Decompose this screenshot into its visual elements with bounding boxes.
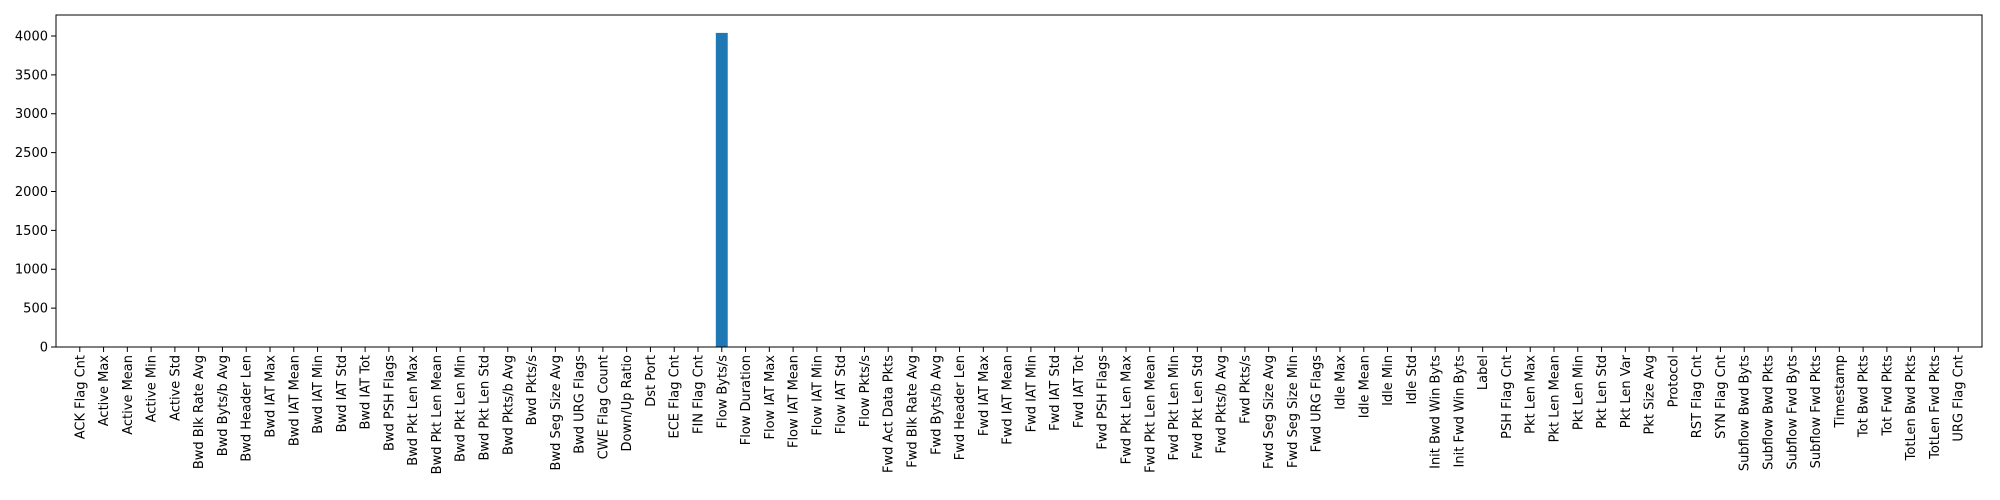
- x-tick-label: Idle Max: [1334, 355, 1349, 410]
- x-tick-label: Pkt Len Var: [1619, 354, 1634, 428]
- x-tick-label: Bwd Byts/b Avg: [216, 355, 231, 456]
- x-tick-label: ECE Flag Cnt: [668, 355, 683, 439]
- x-tick-label: Bwd Blk Rate Avg: [192, 355, 207, 469]
- x-tick-label: Fwd Seg Size Avg: [1262, 355, 1277, 469]
- x-tick-label: Bwd URG Flags: [573, 355, 588, 454]
- x-tick-label: Init Fwd Win Byts: [1452, 355, 1467, 468]
- x-tick-label: Bwd Pkt Len Max: [406, 355, 421, 466]
- x-tick-label: Tot Bwd Pkts: [1857, 355, 1872, 438]
- x-tick-label: Subflow Bwd Byts: [1738, 355, 1753, 471]
- x-tick-label: Bwd Pkts/s: [525, 355, 540, 426]
- x-tick-label: Bwd IAT Min: [311, 355, 326, 434]
- x-tick-label: Fwd URG Flags: [1310, 355, 1325, 453]
- x-tick-label: Fwd IAT Min: [1024, 355, 1039, 432]
- x-tick-label: Fwd IAT Std: [1048, 355, 1063, 431]
- x-tick-label: ACK Flag Cnt: [73, 355, 88, 439]
- x-tick-label: Subflow Bwd Pkts: [1762, 355, 1777, 470]
- x-tick-label: FIN Flag Cnt: [692, 355, 707, 434]
- x-tick-label: Label: [1476, 355, 1491, 390]
- x-tick-label: Idle Min: [1381, 355, 1396, 406]
- x-tick-label: Tot Fwd Pkts: [1880, 355, 1895, 437]
- x-tick-label: Pkt Len Max: [1524, 355, 1539, 434]
- x-tick-label: Pkt Len Mean: [1548, 355, 1563, 442]
- x-tick-label: TotLen Bwd Pkts: [1904, 355, 1919, 462]
- x-tick-label: RST Flag Cnt: [1690, 355, 1705, 438]
- x-tick-label: Fwd PSH Flags: [1096, 355, 1111, 450]
- x-tick-label: Fwd Header Len: [953, 355, 968, 460]
- x-tick-label: Init Bwd Win Byts: [1429, 355, 1444, 469]
- x-tick-label: Fwd Seg Size Min: [1286, 355, 1301, 468]
- x-tick-label: Pkt Len Min: [1571, 355, 1586, 430]
- x-tick-label: Idle Std: [1405, 355, 1420, 404]
- y-tick-label: 2500: [15, 146, 48, 161]
- x-tick-label: Bwd IAT Std: [335, 355, 350, 432]
- plot-frame: [55, 14, 1983, 348]
- x-tick-label: Flow Byts/s: [715, 355, 730, 429]
- x-tick-label: Flow IAT Max: [763, 355, 778, 440]
- x-tick-label: Active Std: [168, 355, 183, 421]
- x-tick-label: Subflow Fwd Byts: [1785, 355, 1800, 470]
- x-tick-label: Fwd Blk Rate Avg: [906, 355, 921, 468]
- x-tick-label: CWE Flag Count: [596, 355, 611, 459]
- x-tick-label: Fwd Pkts/b Avg: [1215, 355, 1230, 454]
- x-tick-label: Fwd IAT Tot: [1072, 355, 1087, 428]
- x-tick-label: Fwd IAT Max: [977, 355, 992, 436]
- x-tick-label: Down/Up Ratio: [620, 355, 635, 452]
- bars: [715, 32, 728, 347]
- y-tick-label: 500: [23, 302, 48, 317]
- y-tick-label: 1000: [15, 263, 48, 278]
- x-tick-label: Pkt Len Std: [1595, 355, 1610, 429]
- x-tick-label: Fwd IAT Mean: [1001, 355, 1016, 445]
- x-tick-label: Idle Mean: [1357, 355, 1372, 418]
- x-tick-label: Flow Pkts/s: [858, 355, 873, 427]
- x-tick-label: Fwd Pkts/s: [1238, 355, 1253, 424]
- y-tick-label: 3000: [15, 107, 48, 122]
- x-tick-label: Flow IAT Mean: [787, 355, 802, 448]
- x-tick-label: SYN Flag Cnt: [1714, 355, 1729, 439]
- y-tick-label: 1500: [15, 224, 48, 239]
- x-tick-label: Bwd PSH Flags: [382, 355, 397, 451]
- x-tick-label: Fwd Pkt Len Mean: [1143, 355, 1158, 473]
- x-tick-label: Flow IAT Std: [834, 355, 849, 434]
- x-tick-label: Fwd Pkt Len Max: [1120, 355, 1135, 465]
- x-tick-label: Dst Port: [644, 355, 659, 407]
- x-tick-label: PSH Flag Cnt: [1500, 355, 1515, 439]
- x-tick-label: Bwd Pkt Len Std: [478, 355, 493, 461]
- x-tick-label: Flow Duration: [739, 355, 754, 445]
- y-axis-ticks: 0 500 1000 1500 2000 2500 3000 3500 4000: [15, 29, 56, 356]
- x-tick-label: Bwd Pkts/b Avg: [501, 355, 516, 455]
- y-tick-label: 4000: [15, 29, 48, 44]
- x-tick-label: Flow IAT Min: [810, 355, 825, 436]
- x-tick-label: Pkt Size Avg: [1643, 355, 1658, 435]
- x-tick-label: Subflow Fwd Pkts: [1809, 355, 1824, 469]
- x-tick-label: Bwd IAT Mean: [287, 355, 302, 446]
- x-tick-label: Fwd Pkt Len Std: [1191, 355, 1206, 459]
- x-tick-label: Fwd Act Data Pkts: [882, 355, 897, 473]
- y-tick-label: 3500: [15, 68, 48, 83]
- x-tick-label: Bwd Pkt Len Min: [454, 355, 469, 462]
- x-tick-label: Protocol: [1666, 355, 1681, 407]
- bar: [715, 32, 728, 347]
- y-tick-label: 0: [40, 341, 48, 356]
- x-tick-label: Fwd Pkt Len Min: [1167, 355, 1182, 461]
- x-tick-label: Active Min: [145, 355, 160, 422]
- x-axis-ticks: ACK Flag Cnt Active Max Active Mean Active …: [73, 347, 1967, 474]
- x-tick-label: Bwd IAT Max: [264, 355, 279, 438]
- x-tick-label: Bwd IAT Tot: [359, 355, 374, 430]
- x-tick-label: Bwd Header Len: [240, 355, 255, 462]
- x-tick-label: TotLen Fwd Pkts: [1928, 355, 1943, 460]
- x-tick-label: Bwd Seg Size Avg: [549, 355, 564, 470]
- x-tick-label: Timestamp: [1833, 355, 1848, 429]
- x-tick-label: Fwd Byts/b Avg: [929, 355, 944, 455]
- x-tick-label: Bwd Pkt Len Mean: [430, 355, 445, 474]
- y-tick-label: 2000: [15, 185, 48, 200]
- x-tick-label: Active Mean: [121, 355, 136, 435]
- x-tick-label: URG Flag Cnt: [1952, 355, 1967, 442]
- x-tick-label: Active Max: [97, 355, 112, 427]
